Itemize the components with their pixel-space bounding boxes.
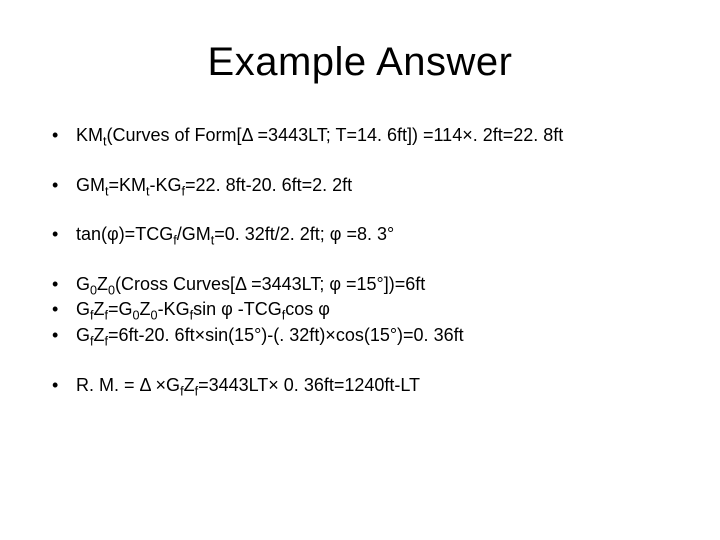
bullet-text: GMt=KMt-KGf=22. 8ft-20. 6ft=2. 2ft (76, 175, 670, 197)
bullet-dot: • (50, 125, 76, 147)
bullet-dot: • (50, 274, 76, 296)
bullet-text: GfZf=6ft-20. 6ft×sin(15°)-(. 32ft)×cos(1… (76, 325, 670, 347)
bullet-dot: • (50, 224, 76, 246)
bullet-item: • G0Z0(Cross Curves[Δ =3443LT; φ =15°])=… (50, 274, 670, 296)
bullet-item: • R. M. = Δ ×GfZf=3443LT× 0. 36ft=1240ft… (50, 375, 670, 397)
bullet-item: • GMt=KMt-KGf=22. 8ft-20. 6ft=2. 2ft (50, 175, 670, 197)
bullet-list: • KMt(Curves of Form[Δ =3443LT; T=14. 6f… (50, 125, 670, 396)
bullet-item: • GfZf=6ft-20. 6ft×sin(15°)-(. 32ft)×cos… (50, 325, 670, 347)
bullet-text: G0Z0(Cross Curves[Δ =3443LT; φ =15°])=6f… (76, 274, 670, 296)
bullet-dot: • (50, 175, 76, 197)
bullet-text: GfZf=G0Z0-KGfsin φ -TCGfcos φ (76, 299, 670, 321)
bullet-text: KMt(Curves of Form[Δ =3443LT; T=14. 6ft]… (76, 125, 670, 147)
bullet-text: R. M. = Δ ×GfZf=3443LT× 0. 36ft=1240ft-L… (76, 375, 670, 397)
bullet-item: • tan(φ)=TCGf/GMt=0. 32ft/2. 2ft; φ =8. … (50, 224, 670, 246)
bullet-item: • KMt(Curves of Form[Δ =3443LT; T=14. 6f… (50, 125, 670, 147)
bullet-dot: • (50, 325, 76, 347)
slide-title: Example Answer (50, 40, 670, 85)
bullet-dot: • (50, 299, 76, 321)
slide: Example Answer • KMt(Curves of Form[Δ =3… (0, 0, 720, 540)
bullet-item: • GfZf=G0Z0-KGfsin φ -TCGfcos φ (50, 299, 670, 321)
bullet-text: tan(φ)=TCGf/GMt=0. 32ft/2. 2ft; φ =8. 3° (76, 224, 670, 246)
bullet-dot: • (50, 375, 76, 397)
